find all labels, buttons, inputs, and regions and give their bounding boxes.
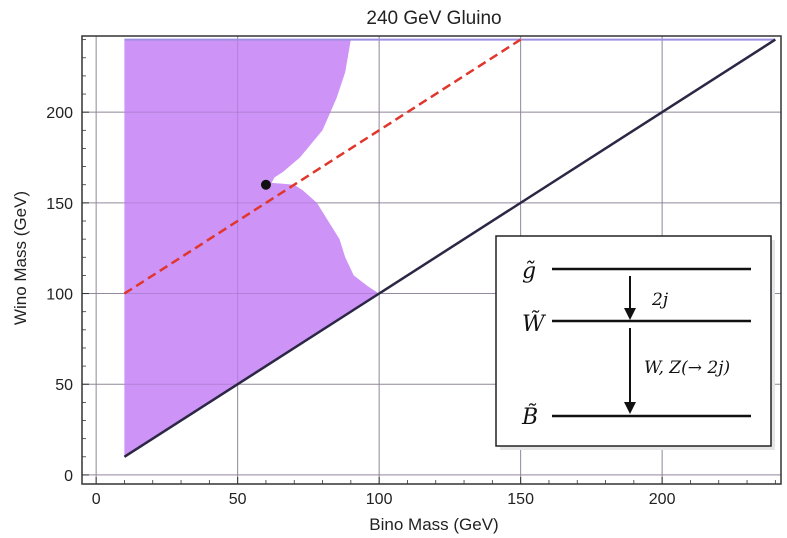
marked-point: [260, 179, 271, 190]
excluded-region: [124, 39, 380, 457]
y-tick-label: 0: [64, 468, 73, 485]
plot-series: [82, 36, 781, 484]
x-tick-label: 150: [507, 491, 534, 508]
upper-decay-arrowhead: [624, 308, 636, 320]
diagonal-line: [123, 38, 776, 458]
lower-decay-label: W, Z(→ 2j): [644, 358, 730, 378]
inset-box: [495, 235, 772, 447]
x-axis-label: Bino Mass (GeV): [369, 515, 498, 534]
x-tick-label: 50: [229, 491, 247, 508]
wino-level-label: W̃: [522, 311, 547, 337]
y-axis-label: Wino Mass (GeV): [11, 191, 30, 325]
y-tick-label: 200: [46, 105, 73, 122]
bino-level-label: B̃: [521, 404, 538, 430]
chart-title: 240 GeV Gluino: [366, 8, 501, 29]
x-tick-label: 0: [92, 491, 101, 508]
x-tick-label: 100: [366, 491, 393, 508]
x-tick-label: 200: [649, 491, 676, 508]
y-tick-label: 100: [46, 287, 73, 304]
y-tick-label: 50: [55, 377, 73, 394]
dashed-line: [123, 38, 522, 295]
y-tick-label: 150: [46, 196, 73, 213]
plot-frame-border: [81, 35, 782, 485]
upper-decay-label: 2j: [651, 290, 669, 310]
plot-frame: [81, 35, 782, 485]
axis-ticks: 0 50 100 150 200 0 50 100 150 200: [46, 39, 776, 508]
decay-diagram-inset: g̃ W̃ B̃ 2j W, Z(→ 2j): [495, 235, 775, 450]
gluino-level-label: g̃: [522, 259, 536, 284]
lower-decay-arrowhead: [624, 402, 636, 414]
